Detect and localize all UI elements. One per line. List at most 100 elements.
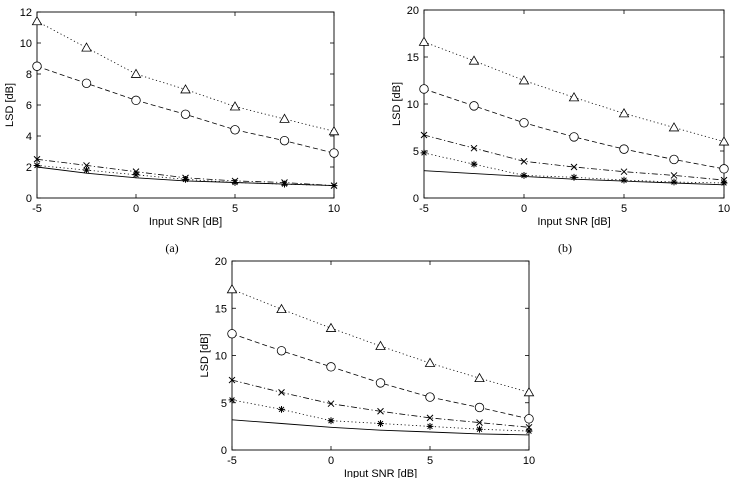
circle-marker <box>326 362 336 372</box>
circle-marker <box>569 132 579 142</box>
y-axis-label: LSD [dB] <box>4 83 16 127</box>
circle-marker <box>276 346 287 356</box>
star-marker <box>420 149 428 157</box>
x-tick-label: 10 <box>328 203 340 215</box>
star-marker <box>426 422 434 430</box>
star-marker <box>83 166 90 174</box>
y-tick-label: 6 <box>26 100 32 112</box>
series-triangle-dotted <box>31 15 340 136</box>
y-tick-label: 20 <box>407 5 419 17</box>
x-axis-label: Input SNR [dB] <box>149 216 222 228</box>
series-star-dotted <box>33 162 338 189</box>
star-marker <box>720 179 728 187</box>
star-marker <box>525 427 533 435</box>
series-line <box>423 170 725 186</box>
star-marker <box>228 396 236 404</box>
circle-marker <box>279 135 290 146</box>
circle-marker <box>669 154 679 165</box>
y-axis-label: LSD [dB] <box>391 82 403 126</box>
triangle-marker <box>276 303 287 314</box>
x-marker <box>327 400 335 408</box>
circle-marker <box>32 61 42 71</box>
circle-marker <box>375 378 386 388</box>
series-star-dotted <box>420 149 728 187</box>
circle-marker <box>131 95 141 106</box>
series-star-dotted <box>228 396 533 435</box>
star-marker <box>520 172 528 179</box>
y-tick-label: 12 <box>20 7 32 19</box>
triangle-marker <box>468 55 480 65</box>
x-marker <box>420 131 428 139</box>
x-marker <box>228 376 236 384</box>
series-triangle-dotted <box>226 283 535 397</box>
triangle-marker <box>523 386 535 397</box>
triangle-marker <box>31 15 43 26</box>
triangle-marker <box>81 42 92 52</box>
x-marker <box>520 157 528 165</box>
triangle-marker <box>518 75 530 85</box>
triangle-marker <box>474 372 485 383</box>
y-tick-label: 5 <box>221 398 227 410</box>
x-tick-label: -5 <box>32 203 42 215</box>
triangle-marker <box>618 107 630 118</box>
triangle-marker <box>568 92 580 102</box>
circle-marker <box>474 402 485 413</box>
x-marker <box>470 144 478 152</box>
y-tick-label: 20 <box>215 256 227 268</box>
circle-marker <box>619 144 629 154</box>
triangle-marker <box>325 322 337 332</box>
circle-marker <box>180 109 191 120</box>
y-tick-label: 2 <box>26 162 32 174</box>
triangle-marker <box>226 283 238 294</box>
series-circle-dashed <box>32 61 339 158</box>
circle-marker <box>425 392 435 402</box>
y-tick-label: 0 <box>413 193 419 205</box>
y-tick-label: 8 <box>26 69 32 81</box>
x-tick-label: 5 <box>427 455 433 467</box>
triangle-marker <box>229 101 241 111</box>
circle-marker <box>227 329 237 339</box>
y-tick-label: 15 <box>215 303 227 315</box>
star-marker <box>476 425 483 433</box>
star-marker <box>182 176 189 183</box>
series-triangle-dotted <box>418 36 730 146</box>
series-line <box>36 166 335 187</box>
y-tick-label: 0 <box>26 193 32 205</box>
plot-frame <box>36 11 335 199</box>
y-tick-label: 10 <box>407 99 419 111</box>
circle-marker <box>519 118 529 128</box>
triangle-marker <box>375 340 386 350</box>
x-tick-label: -5 <box>227 455 237 467</box>
series-solid <box>423 170 725 186</box>
y-tick-label: 15 <box>407 52 419 64</box>
star-marker <box>33 162 41 169</box>
circle-marker <box>230 125 240 135</box>
plot-frame <box>423 9 725 199</box>
star-marker <box>327 417 335 425</box>
series-line <box>231 419 530 436</box>
x-axis-label: Input SNR [dB] <box>344 468 417 478</box>
x-tick-label: 5 <box>232 203 238 215</box>
circle-marker <box>469 101 479 111</box>
triangle-marker <box>328 125 340 136</box>
y-tick-label: 0 <box>221 445 227 457</box>
y-tick-label: 10 <box>215 351 227 363</box>
series-x-dashdot <box>420 131 728 184</box>
series-circle-dashed <box>227 329 534 424</box>
x-tick-label: 5 <box>621 203 627 215</box>
x-tick-label: 0 <box>133 203 139 215</box>
y-tick-label: 5 <box>413 146 419 158</box>
x-marker <box>670 172 678 179</box>
circle-marker <box>719 164 729 174</box>
x-marker <box>620 168 628 176</box>
star-marker <box>620 176 628 184</box>
panel-caption: (a) <box>165 241 178 255</box>
x-axis-label: Input SNR [dB] <box>537 216 610 228</box>
star-marker <box>377 420 384 427</box>
x-tick-label: 0 <box>521 203 527 215</box>
star-marker <box>278 405 285 413</box>
y-tick-label: 4 <box>26 131 32 143</box>
